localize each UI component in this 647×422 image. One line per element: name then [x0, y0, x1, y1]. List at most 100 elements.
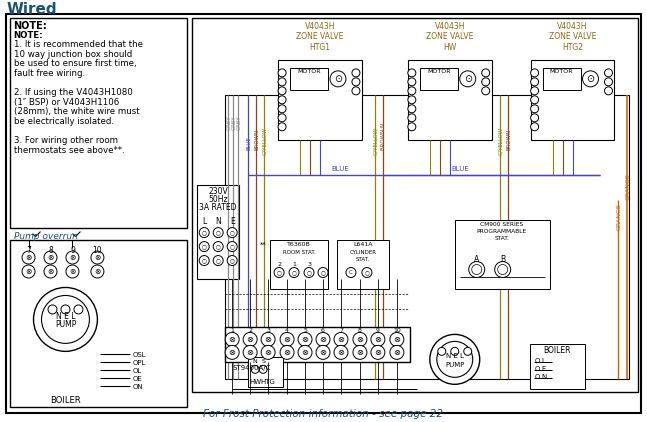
Text: 7: 7: [26, 246, 31, 254]
Circle shape: [261, 345, 275, 360]
Text: ○: ○: [230, 244, 235, 249]
Circle shape: [261, 333, 275, 346]
Text: MOTOR: MOTOR: [550, 69, 573, 74]
Text: 3: 3: [307, 262, 311, 267]
Circle shape: [604, 69, 613, 77]
Circle shape: [346, 268, 356, 278]
Text: ⊗: ⊗: [25, 267, 32, 276]
Text: 2: 2: [277, 262, 281, 267]
Text: ⊙: ⊙: [586, 74, 595, 84]
Bar: [248, 357, 283, 387]
Text: ⊙: ⊙: [464, 74, 472, 84]
Text: ⊗: ⊗: [69, 253, 76, 262]
Circle shape: [44, 251, 57, 264]
Text: GREY: GREY: [237, 115, 241, 130]
Text: ORANGE: ORANGE: [617, 203, 622, 230]
Text: CYLINDER: CYLINDER: [349, 249, 377, 254]
Text: be used to ensure first time,: be used to ensure first time,: [14, 60, 136, 68]
Text: BLUE: BLUE: [451, 166, 468, 172]
Text: E: E: [230, 216, 235, 226]
Text: 2. If using the V4043H1080: 2. If using the V4043H1080: [14, 88, 132, 97]
Circle shape: [278, 105, 286, 113]
Text: OSL: OSL: [133, 352, 146, 358]
Circle shape: [437, 341, 473, 377]
Text: ○: ○: [216, 230, 221, 235]
Text: ⊗: ⊗: [356, 348, 364, 357]
Text: L: L: [202, 216, 206, 226]
Circle shape: [316, 345, 330, 360]
Text: ⊗: ⊗: [228, 335, 236, 344]
Text: S: S: [261, 360, 265, 364]
Text: MOTOR: MOTOR: [427, 69, 450, 74]
Circle shape: [22, 265, 35, 278]
Text: 3. For wiring other room: 3. For wiring other room: [14, 136, 118, 145]
Circle shape: [352, 69, 360, 77]
Text: ⊗: ⊗: [94, 253, 100, 262]
Text: ⊗: ⊗: [393, 348, 400, 357]
Text: ⊗: ⊗: [375, 348, 381, 357]
Text: ○: ○: [321, 270, 325, 275]
Circle shape: [604, 78, 613, 86]
Bar: [10, 240, 187, 407]
Bar: [225, 327, 410, 362]
Circle shape: [408, 78, 416, 86]
Text: thermostats see above**.: thermostats see above**.: [14, 146, 124, 155]
Bar: [10, 18, 187, 227]
Circle shape: [352, 78, 360, 86]
Text: ○: ○: [216, 244, 221, 249]
Circle shape: [199, 256, 209, 265]
Circle shape: [390, 345, 404, 360]
Text: V4043H
ZONE VALVE
HTG1: V4043H ZONE VALVE HTG1: [296, 22, 344, 52]
Text: BOILER: BOILER: [543, 346, 570, 355]
Circle shape: [531, 87, 538, 95]
Bar: [455, 219, 549, 289]
Circle shape: [408, 69, 416, 77]
Text: G/YELLOW: G/YELLOW: [498, 127, 503, 155]
Circle shape: [408, 123, 416, 131]
Circle shape: [495, 262, 510, 278]
Text: ⊗: ⊗: [283, 348, 291, 357]
Text: BOILER: BOILER: [50, 396, 81, 405]
Circle shape: [498, 265, 508, 274]
Circle shape: [66, 265, 79, 278]
Circle shape: [227, 227, 237, 238]
Text: 9: 9: [376, 328, 380, 333]
Circle shape: [74, 305, 83, 314]
Text: Wired: Wired: [6, 2, 57, 17]
Text: ○: ○: [216, 258, 221, 263]
Circle shape: [199, 227, 209, 238]
Circle shape: [66, 251, 79, 264]
Circle shape: [318, 268, 328, 278]
Text: ○: ○: [230, 230, 235, 235]
Text: 10: 10: [393, 328, 400, 333]
Text: ⊗: ⊗: [320, 348, 327, 357]
Text: OPL: OPL: [133, 360, 146, 366]
Text: G/YELLOW: G/YELLOW: [373, 127, 378, 155]
Text: G/YELLOW: G/YELLOW: [263, 127, 268, 155]
Text: ⊗: ⊗: [338, 348, 344, 357]
Text: MOTOR: MOTOR: [297, 69, 321, 74]
Text: N: N: [542, 374, 547, 380]
Text: Pump overrun: Pump overrun: [14, 232, 78, 241]
Circle shape: [334, 333, 348, 346]
Circle shape: [91, 265, 104, 278]
Text: 8: 8: [358, 328, 362, 333]
Text: HW: HW: [249, 379, 261, 385]
Bar: [270, 240, 328, 289]
Text: 10: 10: [93, 246, 102, 254]
Circle shape: [371, 345, 385, 360]
Text: ⊗: ⊗: [265, 335, 272, 344]
Bar: [192, 18, 639, 392]
Circle shape: [316, 333, 330, 346]
Circle shape: [225, 345, 239, 360]
Text: ⊗: ⊗: [69, 267, 76, 276]
Text: ⊗: ⊗: [375, 335, 381, 344]
Text: ⊗: ⊗: [25, 253, 32, 262]
Text: ⊗: ⊗: [338, 335, 344, 344]
Circle shape: [451, 347, 459, 355]
Circle shape: [390, 333, 404, 346]
Text: C: C: [349, 270, 353, 275]
Text: BLUE: BLUE: [247, 136, 252, 150]
Text: STAT.: STAT.: [494, 235, 509, 241]
Text: 230V: 230V: [208, 187, 228, 196]
